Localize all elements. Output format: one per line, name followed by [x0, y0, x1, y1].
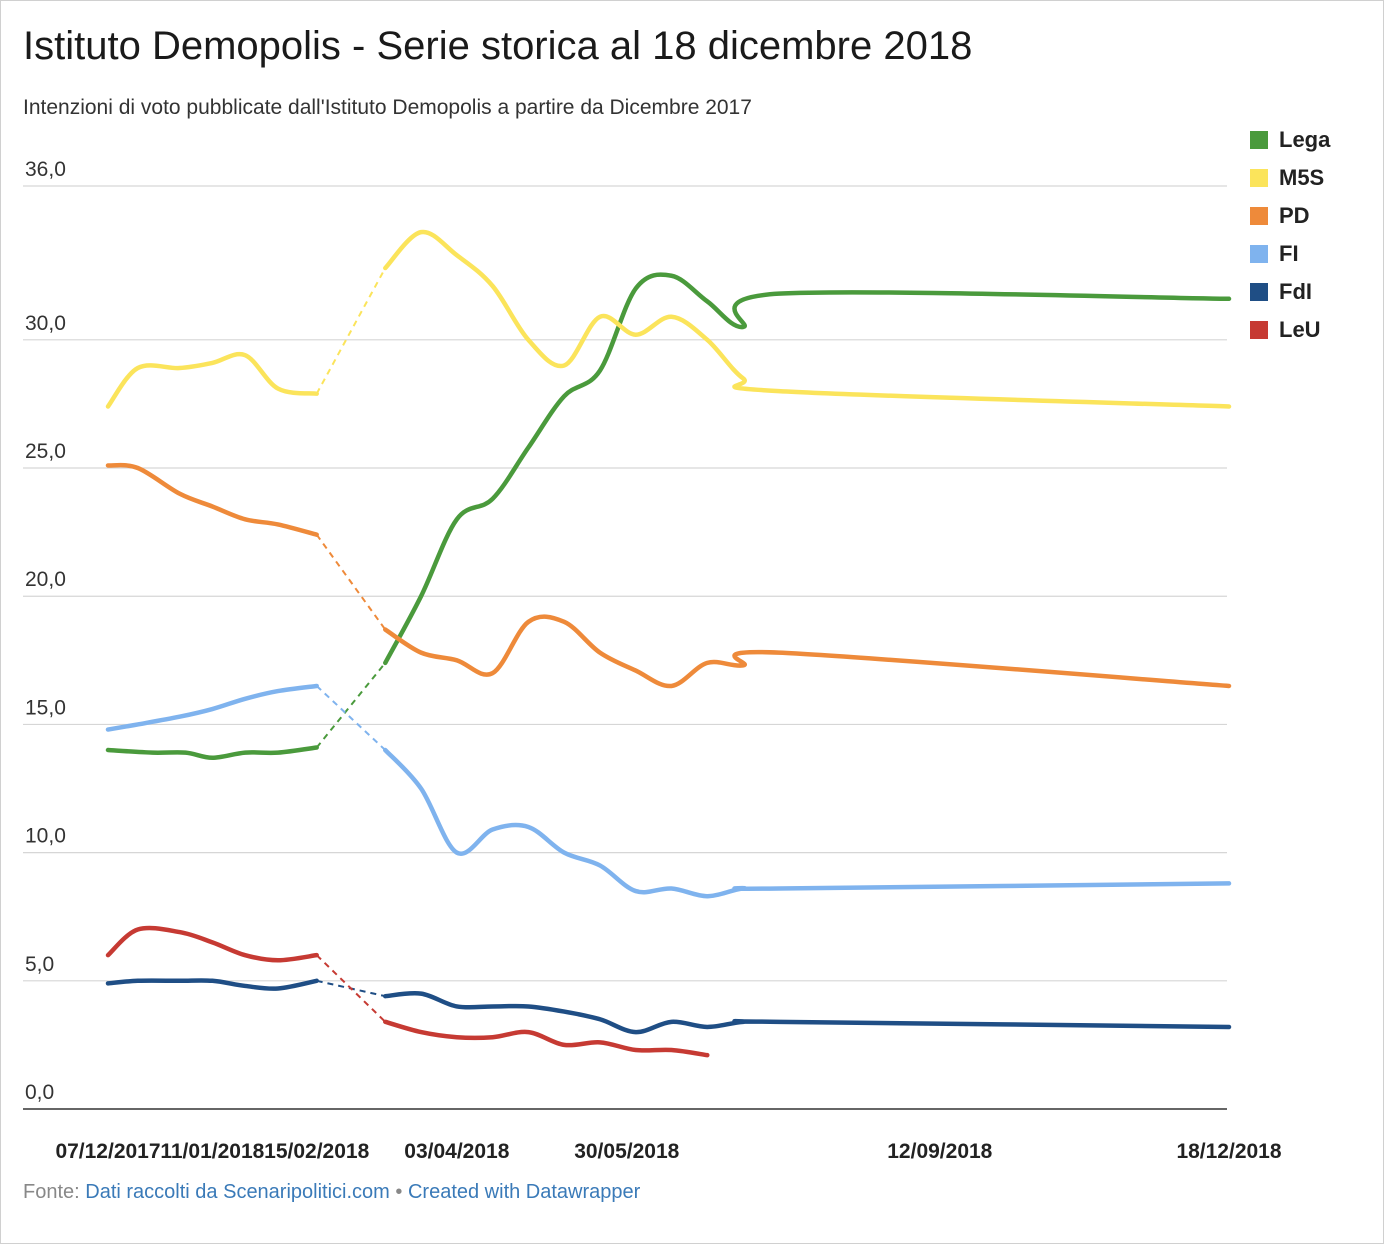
y-tick-label: 20,0: [25, 568, 66, 591]
x-tick-label: 15/02/2018: [264, 1140, 369, 1163]
footer-separator: •: [395, 1181, 403, 1203]
series-gap-leu: [315, 954, 386, 1023]
y-tick-label: 15,0: [25, 696, 66, 719]
y-axis-tick-labels: 0,0 5,0 10,0 15,0 20,0 25,0 30,0 36,0: [25, 158, 66, 1104]
series-line-leu: [383, 1019, 710, 1058]
legend-label-fi: FI: [1279, 241, 1299, 266]
series-line-m5s: [383, 229, 1232, 409]
y-tick-label: 36,0: [25, 158, 66, 181]
x-tick-label: 11/01/2018: [160, 1140, 264, 1163]
x-tick-label: 18/12/2018: [1176, 1140, 1281, 1163]
legend-swatch-fdi: [1250, 283, 1268, 301]
legend-label-fdi: FdI: [1279, 279, 1312, 304]
series-line-leu: [105, 925, 319, 963]
x-axis-tick-labels: 07/12/2017 11/01/2018 15/02/2018 03/04/2018…: [55, 1140, 1281, 1163]
source-prefix: Fonte:: [23, 1181, 80, 1203]
x-tick-label: 30/05/2018: [574, 1140, 679, 1163]
y-tick-label: 10,0: [25, 825, 66, 848]
legend-swatch-m5s: [1250, 169, 1268, 187]
series-line-pd: [383, 614, 1232, 689]
legend-swatch-pd: [1250, 207, 1268, 225]
series-line-lega: [105, 745, 319, 760]
legend-swatch-lega: [1250, 131, 1268, 149]
series-line-fdi: [105, 978, 319, 991]
legend-label-leu: LeU: [1279, 317, 1321, 342]
legend: Lega M5S PD FI FdI LeU: [1250, 127, 1331, 342]
series-line-fi: [383, 747, 1232, 899]
legend-swatch-fi: [1250, 245, 1268, 263]
series-gap-lega: [315, 662, 387, 749]
legend-label-m5s: M5S: [1279, 165, 1324, 190]
y-tick-label: 0,0: [25, 1081, 54, 1104]
chart-subtitle: Intenzioni di voto pubblicate dall'Istit…: [23, 96, 752, 119]
series-gap-fi: [316, 685, 386, 751]
legend-label-lega: Lega: [1279, 127, 1331, 152]
y-tick-label: 30,0: [25, 312, 66, 335]
series-lines: [105, 229, 1232, 1058]
legend-label-pd: PD: [1279, 203, 1310, 228]
footer: Fonte: Dati raccolti da Scenaripolitici.…: [23, 1181, 640, 1204]
x-tick-label: 03/04/2018: [404, 1140, 509, 1163]
series-line-lega: [383, 272, 1232, 666]
series-line-fi: [105, 683, 319, 732]
series-gap-pd: [315, 534, 387, 631]
x-tick-label: 07/12/2017: [55, 1140, 160, 1163]
legend-swatch-leu: [1250, 321, 1268, 339]
series-line-fdi: [383, 990, 1232, 1035]
datawrapper-link[interactable]: Created with Datawrapper: [407, 1181, 641, 1203]
x-tick-label: 12/09/2018: [887, 1140, 992, 1163]
series-gap-m5s: [315, 267, 387, 395]
grid-lines: [23, 185, 1227, 1110]
y-tick-label: 25,0: [25, 440, 66, 463]
y-tick-label: 5,0: [25, 953, 54, 976]
series-line-m5s: [105, 351, 319, 409]
series-line-pd: [105, 462, 319, 537]
chart-title: Istituto Demopolis - Serie storica al 18…: [23, 24, 973, 68]
source-link[interactable]: Dati raccolti da Scenaripolitici.com: [85, 1181, 390, 1203]
